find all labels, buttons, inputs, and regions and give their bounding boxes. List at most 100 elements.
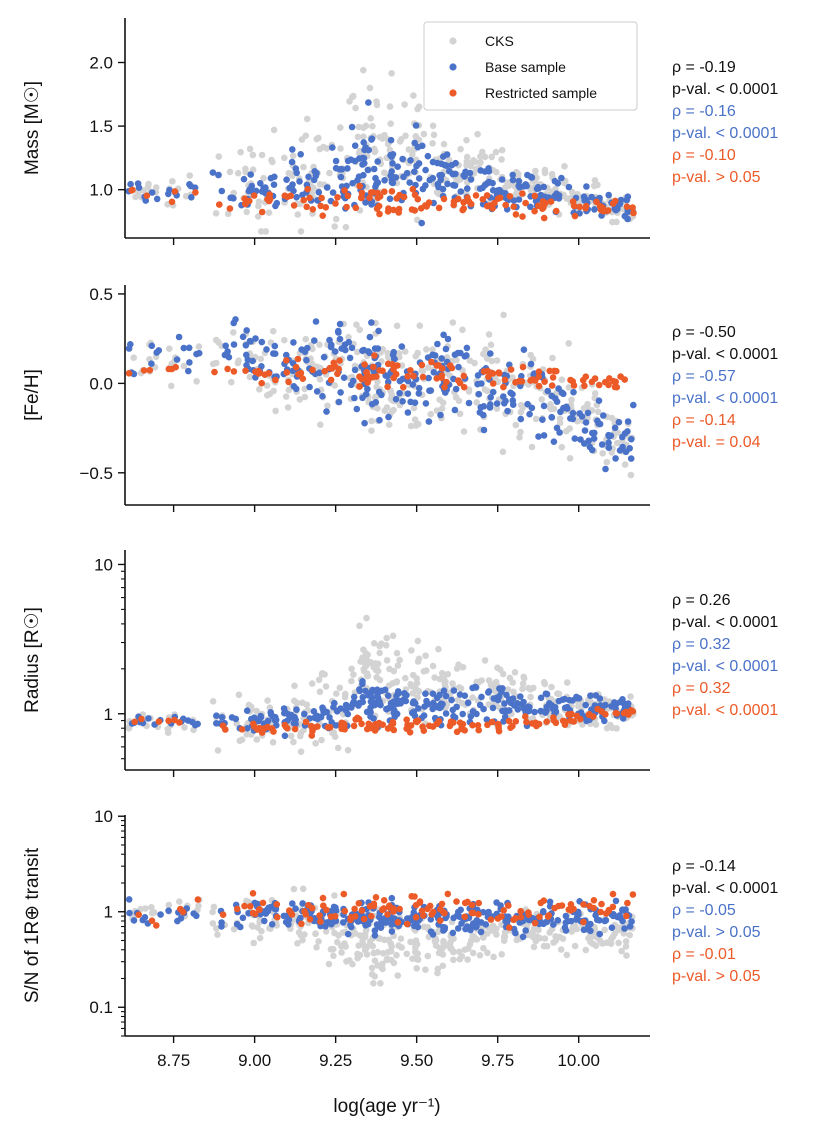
point-base — [336, 335, 344, 343]
point-base — [347, 381, 355, 389]
point-restricted — [474, 722, 482, 729]
point-cks — [352, 104, 359, 112]
point-base — [374, 179, 382, 186]
point-base — [519, 933, 527, 941]
point-base — [186, 181, 193, 188]
legend-marker-restricted — [449, 89, 457, 97]
point-cks — [315, 134, 322, 142]
point-restricted — [192, 189, 199, 196]
point-base — [263, 346, 270, 353]
point-restricted — [428, 358, 435, 366]
point-cks — [300, 163, 307, 171]
point-cks — [482, 346, 489, 353]
point-cks — [498, 951, 506, 958]
point-cks — [538, 396, 545, 403]
point-cks — [535, 926, 542, 934]
point-restricted — [299, 375, 307, 383]
point-cks — [214, 747, 222, 754]
point-restricted — [501, 376, 509, 384]
point-base — [515, 196, 523, 203]
point-base — [222, 342, 229, 350]
point-base — [314, 715, 321, 723]
point-cks — [379, 135, 386, 142]
point-base — [283, 176, 290, 183]
point-cks — [627, 693, 634, 700]
point-restricted — [140, 367, 148, 374]
point-restricted — [437, 905, 444, 913]
point-restricted — [461, 913, 469, 921]
point-base — [385, 704, 393, 712]
point-base — [304, 344, 311, 352]
point-base — [587, 692, 594, 699]
point-base — [374, 345, 382, 352]
point-base — [389, 151, 397, 158]
point-cks — [620, 930, 628, 937]
point-cks — [372, 666, 380, 674]
point-cks — [378, 964, 386, 972]
point-base — [482, 921, 490, 928]
point-base — [354, 177, 361, 184]
point-base — [550, 921, 557, 928]
point-cks — [296, 396, 304, 403]
point-cks — [506, 674, 514, 682]
y-tick-label: 10 — [94, 555, 113, 574]
point-restricted — [176, 719, 183, 726]
point-base — [254, 900, 261, 908]
point-cks — [413, 955, 421, 963]
point-restricted — [384, 360, 392, 368]
point-base — [608, 924, 616, 931]
point-restricted — [414, 195, 422, 203]
point-restricted — [453, 898, 460, 905]
point-base — [303, 356, 310, 364]
point-base — [580, 193, 588, 200]
point-cks — [297, 732, 304, 740]
point-base — [391, 713, 399, 721]
point-base — [189, 718, 196, 726]
point-cks — [501, 928, 509, 936]
point-cks — [257, 355, 265, 363]
point-cks — [412, 937, 420, 944]
point-base — [458, 920, 465, 927]
point-base — [437, 411, 444, 419]
point-base — [247, 171, 254, 178]
series-restricted — [125, 352, 628, 391]
point-base — [454, 349, 462, 357]
point-cks — [440, 938, 447, 945]
point-base — [249, 357, 256, 365]
point-base — [474, 372, 482, 379]
point-base — [345, 338, 353, 346]
point-base — [209, 169, 217, 176]
point-base — [375, 327, 382, 335]
point-restricted — [316, 912, 323, 919]
point-restricted — [372, 894, 380, 901]
point-cks — [436, 396, 444, 404]
point-restricted — [224, 365, 231, 373]
point-base — [496, 186, 503, 194]
point-cks — [416, 322, 424, 330]
stat-pval: p-val. < 0.0001 — [672, 81, 778, 98]
point-cks — [463, 136, 470, 144]
point-base — [319, 704, 326, 711]
point-cks — [350, 671, 357, 678]
point-cks — [331, 892, 338, 899]
point-cks — [246, 373, 254, 381]
point-cks — [453, 356, 460, 364]
y-tick-label: 10 — [94, 807, 113, 826]
point-base — [441, 926, 448, 933]
point-base — [616, 447, 624, 454]
point-base — [323, 184, 331, 191]
point-cks — [257, 228, 265, 235]
point-cks — [299, 936, 306, 944]
point-base — [571, 435, 579, 442]
point-base — [340, 374, 348, 382]
stat-rho: ρ = -0.50 — [672, 324, 736, 341]
point-base — [374, 158, 382, 165]
point-cks — [427, 410, 435, 418]
series-base — [125, 894, 635, 941]
point-restricted — [360, 915, 368, 923]
point-restricted — [550, 714, 557, 721]
point-base — [596, 917, 603, 924]
point-restricted — [317, 918, 324, 925]
point-restricted — [143, 192, 151, 199]
point-cks — [294, 940, 301, 947]
